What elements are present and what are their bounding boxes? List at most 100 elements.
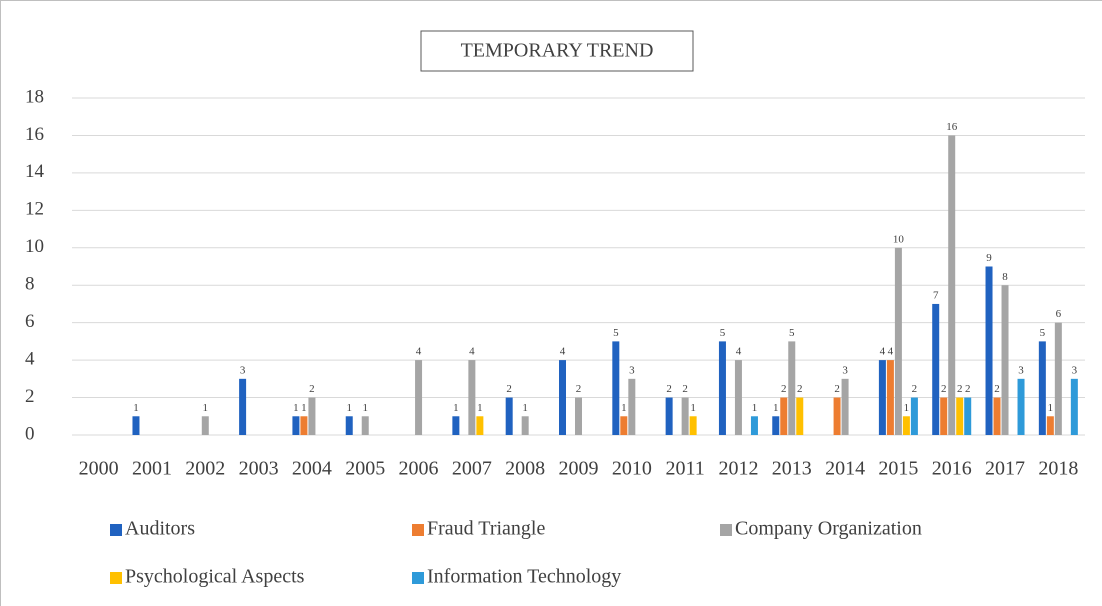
bar (841, 378, 849, 435)
data-label: 5 (1040, 327, 1046, 339)
bar (132, 416, 140, 435)
x-tick-label: 2004 (292, 458, 332, 480)
data-label: 4 (469, 346, 475, 358)
bar (665, 397, 673, 435)
bar (902, 416, 910, 435)
data-label: 2 (682, 383, 688, 395)
bar (292, 416, 300, 435)
bar (750, 416, 758, 435)
x-tick-label: 2014 (825, 458, 865, 480)
bar (575, 397, 582, 435)
data-label: 2 (576, 383, 582, 395)
data-label: 2 (957, 383, 963, 395)
data-label: 1 (453, 402, 459, 414)
bar (772, 416, 780, 435)
data-label: 1 (477, 402, 483, 414)
x-tick-label: 2002 (185, 458, 225, 480)
data-label: 2 (941, 383, 947, 395)
bar (239, 378, 247, 435)
data-label: 1 (773, 402, 779, 414)
y-tick-label: 12 (25, 199, 44, 220)
bar (1038, 341, 1046, 435)
bar (361, 416, 369, 435)
data-label: 3 (1018, 364, 1024, 376)
data-label: 1 (621, 402, 627, 414)
bar (734, 360, 742, 435)
data-label: 4 (560, 346, 566, 358)
data-label: 1 (1048, 402, 1054, 414)
data-label: 2 (912, 383, 918, 395)
bar (468, 360, 476, 435)
bar (948, 135, 956, 435)
x-tick-label: 2008 (505, 458, 545, 480)
data-label: 4 (416, 346, 422, 358)
data-label: 3 (629, 364, 635, 376)
x-tick-label: 2006 (399, 458, 439, 480)
data-label: 1 (904, 402, 910, 414)
x-tick-label: 2016 (932, 458, 972, 480)
data-label: 5 (613, 327, 619, 339)
legend-swatch (110, 524, 122, 536)
bar (993, 397, 1001, 435)
bar (780, 397, 788, 435)
data-label: 4 (880, 346, 886, 358)
bar (628, 378, 636, 435)
y-tick-label: 0 (25, 423, 35, 444)
y-tick-label: 2 (25, 386, 35, 407)
x-tick-label: 2000 (79, 458, 119, 480)
bar (345, 416, 353, 435)
data-label: 1 (133, 402, 139, 414)
legend-label: Company Organization (735, 518, 922, 540)
y-tick-label: 18 (25, 86, 44, 107)
bar (964, 397, 972, 435)
x-tick-label: 2001 (132, 458, 172, 480)
x-tick-label: 2009 (559, 458, 599, 480)
data-label: 1 (522, 402, 528, 414)
x-tick-label: 2017 (985, 458, 1025, 480)
y-tick-label: 14 (25, 161, 45, 182)
data-label: 1 (690, 402, 696, 414)
x-tick-label: 2011 (665, 458, 704, 480)
x-tick-label: 2003 (239, 458, 279, 480)
legend-swatch (110, 572, 122, 584)
bar (878, 360, 886, 435)
legend-swatch (720, 524, 732, 536)
bar (559, 360, 566, 435)
y-tick-label: 10 (25, 236, 44, 257)
bar (308, 397, 316, 435)
bar (1046, 416, 1054, 435)
data-label: 2 (994, 383, 1000, 395)
data-label: 9 (986, 252, 992, 264)
data-label: 5 (789, 327, 795, 339)
bar (620, 416, 628, 435)
legend-swatch (412, 572, 424, 584)
bar (910, 397, 918, 435)
data-label: 1 (346, 402, 352, 414)
legend-label: Information Technology (427, 566, 621, 588)
data-label: 1 (752, 402, 758, 414)
x-tick-label: 2013 (772, 458, 812, 480)
bar (300, 416, 308, 435)
bar (1001, 285, 1009, 435)
data-label: 2 (834, 383, 840, 395)
bar (1070, 378, 1078, 435)
legend-label: Auditors (125, 518, 195, 540)
bar (1054, 322, 1062, 435)
x-tick-label: 2015 (878, 458, 918, 480)
data-label: 7 (933, 289, 939, 301)
x-tick-label: 2012 (718, 458, 758, 480)
data-label: 2 (666, 383, 672, 395)
bar (201, 416, 209, 435)
title-box (420, 30, 694, 72)
chart-title: TEMPORARY TREND (461, 40, 654, 62)
y-tick-label: 6 (25, 311, 35, 332)
x-tick-label: 2018 (1038, 458, 1078, 480)
y-tick-label: 8 (25, 274, 35, 295)
data-label: 10 (893, 233, 905, 245)
data-label: 6 (1056, 308, 1062, 320)
data-label: 1 (362, 402, 368, 414)
x-tick-label: 2007 (452, 458, 492, 480)
bar (932, 303, 940, 435)
